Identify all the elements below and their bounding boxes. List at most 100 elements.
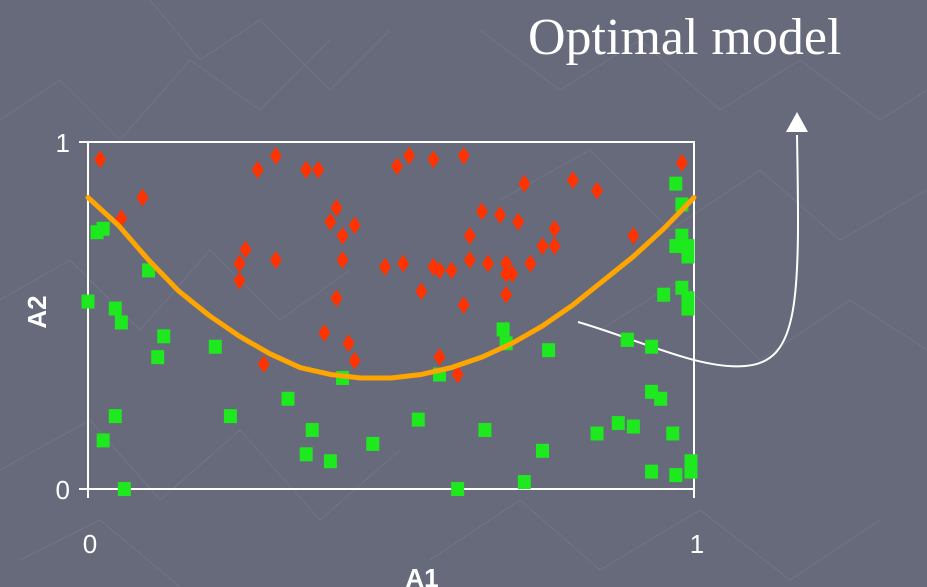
- class-b-point-49: [681, 239, 695, 254]
- class-b-point-21: [451, 482, 465, 496]
- class-a-point-3: [251, 160, 264, 179]
- class-b-point-22: [478, 423, 492, 438]
- class-a-point-25: [233, 271, 246, 290]
- class-a-point-43: [330, 289, 343, 308]
- class-a-point-4: [269, 146, 282, 165]
- y-tick-label-top: 1: [56, 128, 70, 158]
- class-a-point-7: [391, 157, 404, 176]
- class-b-point-17: [366, 436, 380, 451]
- class-b-point-35: [666, 426, 680, 441]
- class-b-point-14: [305, 423, 319, 438]
- class-a-point-9: [427, 150, 440, 169]
- class-a-point-44: [342, 334, 355, 353]
- class-b-point-46: [684, 454, 698, 469]
- class-b-point-5: [157, 329, 171, 344]
- series-class-b: [81, 176, 698, 496]
- class-a-point-5: [300, 160, 313, 179]
- class-a-point-24: [233, 254, 246, 273]
- model-curve-line: [85, 195, 697, 381]
- class-a-point-21: [463, 226, 476, 245]
- class-a-point-12: [566, 171, 579, 190]
- class-b-point-30: [611, 416, 625, 431]
- class-a-point-29: [378, 257, 391, 276]
- class-b-point-27: [517, 475, 531, 490]
- x-tick-label-left: 0: [83, 529, 97, 559]
- class-b-point-31: [626, 419, 640, 434]
- class-b-point-29: [590, 426, 604, 441]
- class-a-point-52: [500, 264, 513, 283]
- class-a-point-36: [500, 254, 513, 273]
- class-a-point-37: [506, 264, 519, 283]
- class-a-point-33: [445, 261, 458, 280]
- y-axis-title: A2: [22, 295, 52, 328]
- class-b-point-41: [681, 301, 695, 316]
- class-b-point-16: [323, 454, 337, 469]
- class-a-point-16: [348, 216, 361, 235]
- class-a-point-8: [403, 146, 416, 165]
- x-tick-label-right: 1: [690, 529, 704, 559]
- class-b-point-12: [223, 409, 237, 424]
- series-model-curve: [85, 195, 697, 381]
- class-a-point-20: [512, 212, 525, 231]
- class-b-point-47: [669, 176, 683, 191]
- class-b-point-8: [114, 315, 128, 330]
- class-a-point-10: [457, 146, 470, 165]
- class-a-point-46: [318, 323, 331, 342]
- class-b-point-20: [411, 412, 425, 427]
- class-b-point-11: [117, 482, 131, 496]
- class-a-point-2: [136, 188, 149, 207]
- class-a-point-19: [494, 205, 507, 224]
- class-a-point-51: [500, 285, 513, 304]
- class-b-point-23: [496, 322, 510, 337]
- class-b-point-38: [657, 287, 671, 302]
- class-a-point-34: [463, 250, 476, 269]
- class-a-point-23: [239, 240, 252, 259]
- class-b-point-0: [81, 294, 95, 309]
- class-a-point-39: [536, 237, 549, 256]
- class-a-point-15: [324, 212, 337, 231]
- series-class-a: [94, 146, 688, 384]
- class-a-point-49: [433, 348, 446, 367]
- class-b-point-6: [151, 350, 165, 365]
- class-a-point-40: [548, 237, 561, 256]
- class-a-point-32: [427, 257, 440, 276]
- class-a-point-47: [257, 355, 270, 374]
- x-axis-title: A1: [405, 563, 438, 587]
- class-b-point-25: [542, 343, 556, 358]
- class-b-point-32: [645, 339, 659, 354]
- class-a-point-31: [415, 282, 428, 301]
- class-a-point-48: [457, 296, 470, 315]
- class-a-point-42: [627, 226, 640, 245]
- class-b-point-9: [108, 409, 122, 424]
- class-a-point-0: [94, 150, 107, 169]
- class-a-point-26: [269, 250, 282, 269]
- class-a-point-17: [330, 198, 343, 217]
- class-a-point-28: [336, 250, 349, 269]
- annotation-arrow: [577, 112, 808, 368]
- class-a-point-14: [675, 153, 688, 172]
- y-tick-label-bottom: 0: [56, 475, 70, 505]
- class-a-point-45: [348, 351, 361, 370]
- class-b-point-37: [669, 468, 683, 483]
- class-b-point-36: [645, 464, 659, 479]
- class-a-point-41: [548, 219, 561, 238]
- class-b-point-10: [96, 433, 110, 448]
- class-a-point-38: [524, 254, 537, 273]
- class-b-point-13: [281, 391, 295, 406]
- class-a-point-22: [397, 254, 410, 273]
- class-a-point-35: [481, 254, 494, 273]
- class-b-point-15: [299, 447, 313, 462]
- class-b-point-50: [620, 332, 634, 347]
- class-b-point-26: [536, 443, 549, 458]
- class-a-point-50: [451, 365, 464, 384]
- class-b-point-2: [108, 301, 122, 316]
- class-a-point-13: [591, 181, 604, 200]
- class-b-point-7: [208, 339, 222, 354]
- class-b-point-3: [96, 221, 110, 236]
- class-a-point-6: [312, 160, 325, 179]
- class-a-point-27: [336, 226, 349, 245]
- class-a-point-11: [518, 174, 531, 193]
- class-a-point-18: [475, 202, 488, 221]
